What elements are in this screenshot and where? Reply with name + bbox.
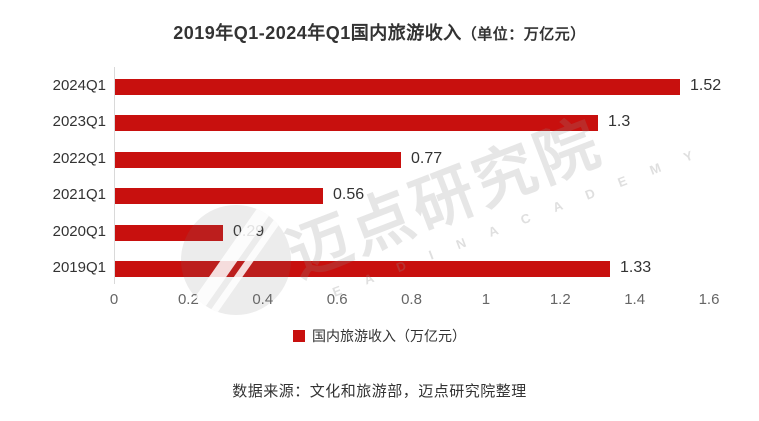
category-label: 2024Q1 — [52, 77, 106, 94]
x-tick-label: 0.8 — [401, 291, 422, 308]
value-label: 1.52 — [690, 77, 722, 94]
data-source-note: 数据来源：文化和旅游部，迈点研究院整理 — [232, 383, 527, 400]
value-label: 1.33 — [620, 259, 652, 276]
y-axis-line — [114, 67, 115, 284]
category-label: 2023Q1 — [52, 113, 106, 131]
legend-swatch-icon — [293, 330, 305, 342]
value-label: 1.3 — [608, 113, 631, 131]
bar-2020Q1 — [115, 224, 223, 241]
bar-2019Q1 — [115, 261, 610, 277]
chart-title: 2019年Q1-2024年Q1国内旅游收入（单位：万亿元） — [0, 19, 759, 45]
watermark-subtext: E A D I N A C A D E M Y — [330, 143, 706, 300]
x-tick-label: 0 — [109, 291, 119, 308]
legend: 国内旅游收入（万亿元） — [0, 326, 759, 346]
x-tick-label: 0.4 — [252, 291, 274, 308]
x-tick-label: 1 — [481, 291, 491, 308]
bar-2022Q1 — [115, 151, 401, 168]
category-label: 2022Q1 — [52, 149, 106, 167]
bar-2024Q1 — [115, 79, 680, 95]
bar-2023Q1 — [115, 115, 598, 132]
category-label: 2019Q1 — [52, 259, 106, 276]
x-tick-label: 1.4 — [624, 291, 646, 308]
x-tick-label: 0.2 — [177, 291, 199, 308]
x-tick-label: 1.6 — [698, 291, 720, 308]
value-label: 0.29 — [233, 222, 265, 240]
value-label: 0.77 — [411, 149, 443, 167]
x-tick-label: 1.2 — [549, 291, 571, 308]
chart-title-main: 2019年Q1-2024年Q1国内旅游收入 — [173, 23, 462, 43]
chart-title-unit: （单位：万亿元） — [461, 26, 586, 43]
value-label: 0.56 — [333, 186, 365, 204]
legend-label: 国内旅游收入（万亿元） — [312, 328, 466, 344]
bar-2021Q1 — [115, 188, 323, 205]
category-label: 2020Q1 — [52, 222, 106, 240]
x-tick-label: 0.6 — [326, 291, 348, 308]
category-label: 2021Q1 — [52, 186, 106, 204]
